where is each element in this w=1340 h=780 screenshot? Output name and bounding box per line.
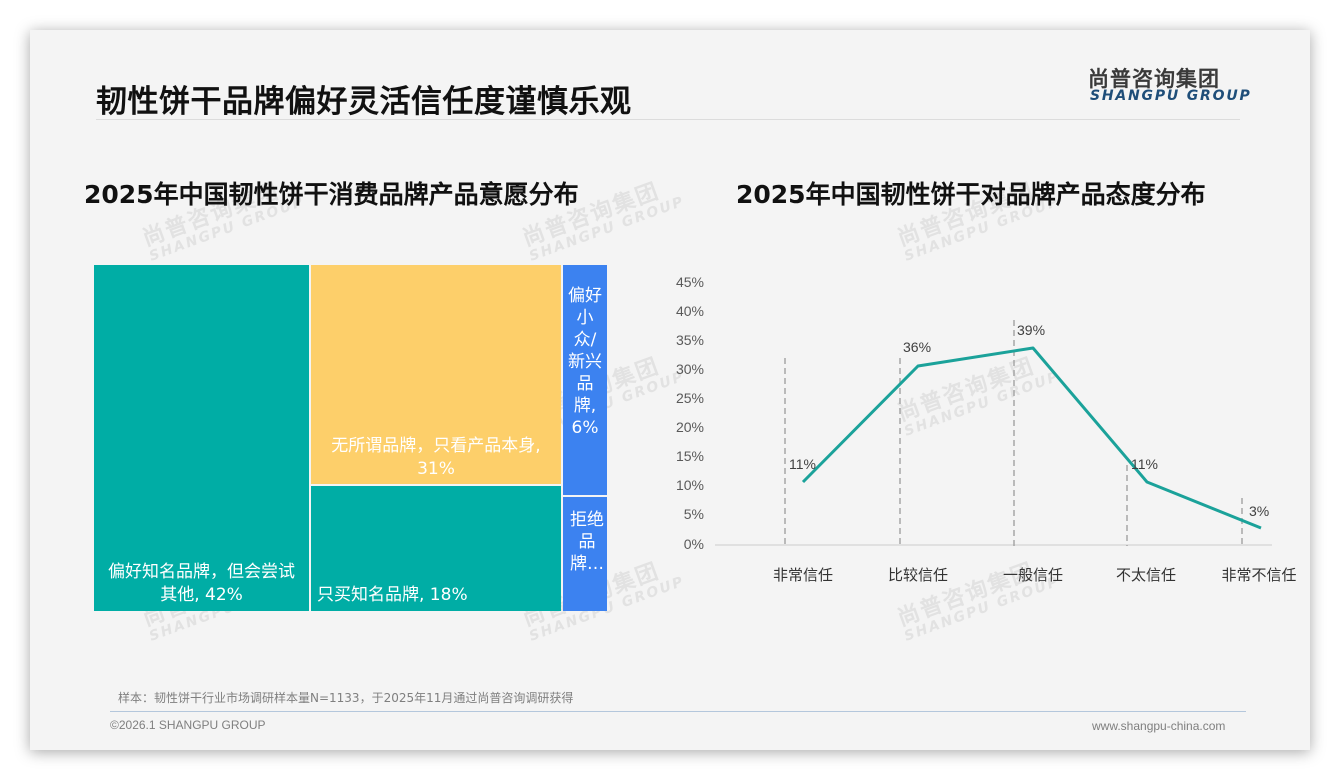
treemap-tile-only-famous: 只买知名品牌, 18% [311,486,561,611]
y-tick: 40% [675,303,704,319]
logo-text-en: SHANGPU GROUP [1090,88,1252,104]
treemap-chart: 偏好知名品牌，但会尝试 其他, 42% 无所谓品牌，只看产品本身, 31% 只买… [94,265,608,611]
y-tick: 35% [675,332,704,348]
y-tick: 5% [683,506,704,522]
source-note: 样本：韧性饼干行业市场调研样本量N=1133，于2025年11月通过尚普咨询调研… [118,691,574,705]
slide: 尚普咨询集团 SHANGPU GROUP 尚普咨询集团 SHANGPU GROUP … [30,30,1310,750]
y-tick: 0% [683,536,704,552]
treemap-tile-prefer-famous-try-others: 偏好知名品牌，但会尝试 其他, 42% [94,265,309,611]
tile-value: 其他, 42% [160,585,243,605]
page-title: 韧性饼干品牌偏好灵活信任度谨慎乐观 [96,84,632,120]
x-tick: 一般信任 [1002,566,1063,584]
tile-label: 偏好小众/新兴品牌, [568,286,602,416]
data-label: 11% [789,456,816,472]
footer-divider [110,711,1246,712]
y-tick: 30% [675,361,704,377]
tile-label: 拒绝品牌… [570,510,604,574]
y-tick: 45% [675,274,704,290]
y-tick: 10% [675,477,704,493]
x-tick: 非常不信任 [1221,566,1297,584]
data-label: 11% [1131,456,1158,472]
data-label: 39% [1017,322,1046,338]
data-label: 36% [903,339,932,355]
line-chart: 45% 40% 35% 30% 25% 20% 15% 10% 5% 0% 11… [660,270,1300,600]
title-divider [96,119,1240,120]
tile-value: 31% [417,459,455,479]
treemap-tile-prefer-niche: 偏好小众/新兴品牌, 6% [563,265,607,495]
tile-label: 偏好知名品牌，但会尝试 [108,562,295,582]
x-tick: 比较信任 [887,566,948,584]
copyright: ©2026.1 SHANGPU GROUP [110,718,266,732]
left-chart-title: 2025年中国韧性饼干消费品牌产品意愿分布 [84,180,579,209]
logo-text-cn: 尚普咨询集团 [1088,67,1220,91]
website-link[interactable]: www.shangpu-china.com [1092,719,1226,733]
y-tick: 25% [675,390,704,406]
x-tick: 非常信任 [772,566,833,584]
treemap-tile-indifferent-brand: 无所谓品牌，只看产品本身, 31% [311,265,561,484]
x-tick: 不太信任 [1115,566,1176,584]
y-tick: 15% [675,448,704,464]
data-label: 3% [1249,503,1270,519]
tile-label: 无所谓品牌，只看产品本身, [331,436,541,456]
tile-value: 6% [571,418,599,438]
treemap-tile-reject-brand: 拒绝品牌… [563,497,607,611]
right-chart-title: 2025年中国韧性饼干对品牌产品态度分布 [736,180,1206,209]
y-tick: 20% [675,419,704,435]
line-plot [715,320,1272,546]
tile-label: 只买知名品牌, 18% [317,585,468,605]
